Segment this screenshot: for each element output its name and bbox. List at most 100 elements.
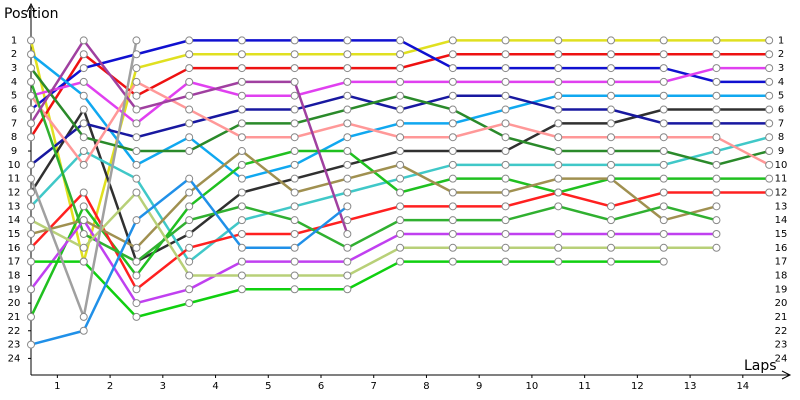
point <box>237 229 246 238</box>
x-arrow <box>781 370 792 380</box>
series-line <box>29 81 717 264</box>
point <box>712 243 721 252</box>
point <box>765 64 774 73</box>
point <box>27 202 35 211</box>
point <box>554 160 563 169</box>
point <box>659 243 668 252</box>
point <box>185 77 194 86</box>
point <box>659 119 668 128</box>
point <box>659 105 668 114</box>
point <box>290 257 299 266</box>
point <box>185 105 194 114</box>
y-tick-label-right: 5 <box>778 91 784 102</box>
point <box>712 188 721 197</box>
x-tick-label: 4 <box>212 381 218 392</box>
point <box>607 36 615 45</box>
y-tick-label: 14 <box>8 215 21 226</box>
point <box>554 229 563 238</box>
point <box>396 229 405 238</box>
point <box>659 202 668 211</box>
point <box>79 119 88 128</box>
point <box>237 257 246 266</box>
point <box>132 216 141 225</box>
point <box>185 299 194 308</box>
point <box>765 50 774 59</box>
point <box>185 229 194 238</box>
point <box>396 216 405 225</box>
point <box>343 285 352 294</box>
y-tick-label: 21 <box>8 312 21 323</box>
point <box>765 174 774 183</box>
point <box>765 188 774 197</box>
point <box>79 216 88 225</box>
point <box>132 64 141 73</box>
point <box>132 50 141 59</box>
point <box>79 202 88 211</box>
point <box>396 50 405 59</box>
x-tick-label: 8 <box>423 381 429 392</box>
point <box>290 174 299 183</box>
point <box>27 91 35 100</box>
point <box>290 188 299 197</box>
y-tick-label: 22 <box>8 326 21 337</box>
y-tick-label: 15 <box>8 229 21 240</box>
point <box>607 77 615 86</box>
point <box>27 50 35 59</box>
point <box>343 216 352 225</box>
point <box>448 119 457 128</box>
point <box>27 64 35 73</box>
point <box>659 216 668 225</box>
point <box>396 77 405 86</box>
point <box>448 36 457 45</box>
point <box>554 174 563 183</box>
x-tick-label: 11 <box>578 381 591 392</box>
point <box>501 133 510 142</box>
y-tick-label: 3 <box>11 63 17 74</box>
point <box>659 91 668 100</box>
point <box>343 105 352 114</box>
y-arrow <box>26 2 36 13</box>
point <box>27 174 35 183</box>
point <box>765 36 774 45</box>
point <box>448 216 457 225</box>
point <box>290 243 299 252</box>
series-line <box>30 190 717 277</box>
point <box>343 77 352 86</box>
point <box>659 147 668 156</box>
point <box>237 119 246 128</box>
x-tick-label: 3 <box>160 381 166 392</box>
y-tick-label: 18 <box>8 270 21 281</box>
y-tick-label: 20 <box>8 298 21 309</box>
point <box>765 77 774 86</box>
point <box>659 36 668 45</box>
point <box>27 243 35 252</box>
point <box>501 229 510 238</box>
point <box>501 174 510 183</box>
x-tick-label: 10 <box>526 381 539 392</box>
point <box>396 105 405 114</box>
y-tick-label: 6 <box>11 105 17 116</box>
point <box>237 271 246 280</box>
point <box>132 243 141 252</box>
x-tick-label: 2 <box>107 381 113 392</box>
y-tick-label: 10 <box>8 160 21 171</box>
point <box>132 285 141 294</box>
y-tick-label-right: 24 <box>775 353 788 364</box>
y-tick-label: 13 <box>8 201 21 212</box>
y-tick-label-right: 1 <box>778 35 784 46</box>
point <box>501 50 510 59</box>
point <box>659 50 668 59</box>
point <box>237 91 246 100</box>
point <box>27 188 35 197</box>
point <box>712 36 721 45</box>
point <box>343 160 352 169</box>
point <box>27 160 35 169</box>
point <box>132 91 141 100</box>
x-tick-label: 6 <box>318 381 324 392</box>
point <box>765 119 774 128</box>
point <box>27 285 35 294</box>
x-tick-label: 1 <box>54 381 60 392</box>
point <box>448 50 457 59</box>
point <box>501 202 510 211</box>
point <box>501 64 510 73</box>
